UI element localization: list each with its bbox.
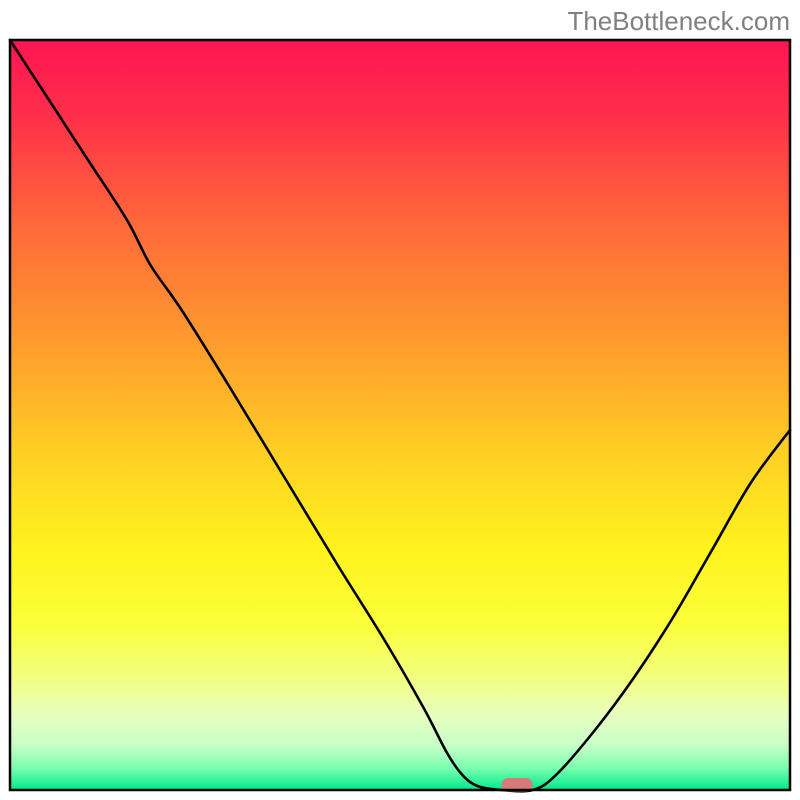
watermark-label: TheBottleneck.com [567,6,790,37]
plot-background [10,40,790,790]
chart-svg [0,0,800,800]
chart-container: TheBottleneck.com [0,0,800,800]
